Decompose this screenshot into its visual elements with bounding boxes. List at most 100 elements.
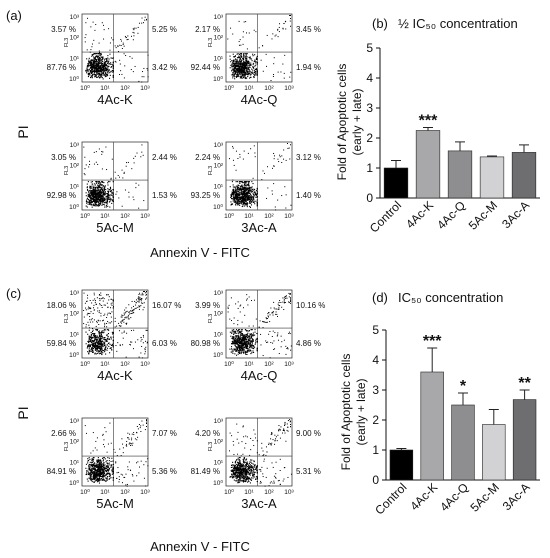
flow-xtick-label: 10² bbox=[264, 213, 274, 220]
dot bbox=[123, 321, 125, 323]
dot bbox=[107, 57, 109, 59]
dot bbox=[93, 334, 95, 336]
dot bbox=[256, 74, 258, 76]
dot bbox=[93, 477, 95, 480]
dot bbox=[93, 69, 95, 71]
dot bbox=[100, 468, 102, 470]
dot bbox=[112, 62, 114, 64]
flow-plot-frame bbox=[81, 417, 149, 487]
dot bbox=[101, 347, 103, 349]
dot bbox=[250, 336, 253, 338]
dot bbox=[102, 460, 104, 462]
dot bbox=[110, 198, 112, 200]
dot bbox=[235, 65, 237, 67]
dot bbox=[84, 425, 86, 427]
dot bbox=[139, 306, 141, 308]
dot bbox=[247, 199, 249, 201]
dot bbox=[104, 480, 106, 482]
dot bbox=[138, 207, 140, 209]
dot bbox=[239, 329, 241, 331]
dot bbox=[91, 339, 93, 341]
dot bbox=[90, 190, 92, 192]
dot bbox=[99, 349, 101, 351]
dot bbox=[269, 331, 271, 333]
dot bbox=[273, 183, 275, 185]
dot bbox=[243, 182, 245, 184]
flow-xtick-label: 10¹ bbox=[244, 361, 254, 368]
dot bbox=[122, 337, 124, 339]
dot bbox=[243, 74, 245, 76]
dot bbox=[87, 321, 89, 323]
dot bbox=[88, 466, 90, 468]
quadrant-lr-percent: 3.42 % bbox=[152, 63, 177, 72]
dot bbox=[251, 462, 253, 464]
dot bbox=[255, 196, 257, 198]
dot bbox=[97, 347, 99, 349]
dot bbox=[262, 320, 264, 322]
dot bbox=[127, 318, 129, 320]
flow-plot-frame bbox=[225, 417, 293, 487]
dot bbox=[106, 201, 109, 203]
flow-dots bbox=[228, 419, 292, 487]
dot bbox=[97, 163, 99, 165]
dot bbox=[89, 468, 91, 471]
dot bbox=[235, 201, 237, 204]
dot bbox=[271, 193, 273, 195]
dot bbox=[92, 67, 94, 69]
dot bbox=[260, 59, 262, 61]
dot bbox=[88, 351, 90, 353]
dot bbox=[103, 73, 105, 75]
dot bbox=[112, 195, 114, 197]
dot bbox=[256, 337, 258, 339]
dot bbox=[246, 341, 248, 343]
dot bbox=[89, 197, 91, 199]
dot bbox=[91, 334, 93, 336]
dot bbox=[233, 342, 235, 344]
dot bbox=[289, 333, 291, 335]
dot bbox=[118, 325, 120, 327]
dot bbox=[84, 168, 86, 170]
dot bbox=[109, 347, 111, 350]
dot bbox=[237, 65, 239, 67]
dot bbox=[242, 345, 244, 347]
dot bbox=[102, 190, 104, 192]
dot bbox=[244, 197, 246, 199]
dot bbox=[99, 199, 101, 201]
dot bbox=[255, 342, 257, 344]
dot bbox=[108, 472, 110, 474]
dot bbox=[254, 152, 256, 154]
dot bbox=[95, 161, 97, 163]
dot bbox=[246, 64, 248, 66]
dot bbox=[104, 427, 106, 429]
dot bbox=[101, 335, 103, 337]
dot bbox=[89, 464, 91, 466]
dot bbox=[244, 462, 246, 464]
dot bbox=[138, 22, 140, 24]
dot bbox=[252, 338, 254, 340]
dot bbox=[240, 60, 242, 63]
dot bbox=[96, 186, 98, 188]
dot bbox=[236, 75, 238, 78]
dot bbox=[85, 309, 87, 311]
dot bbox=[277, 29, 279, 31]
dot bbox=[231, 195, 233, 197]
dot bbox=[92, 59, 94, 61]
dot bbox=[276, 308, 278, 310]
dot bbox=[133, 32, 135, 34]
dot bbox=[277, 315, 279, 317]
dot bbox=[242, 344, 244, 347]
dot bbox=[93, 203, 95, 205]
dot bbox=[107, 467, 109, 469]
dot bbox=[288, 332, 290, 334]
dot bbox=[88, 201, 90, 203]
dot bbox=[97, 59, 99, 61]
dot bbox=[112, 64, 114, 66]
dot bbox=[92, 191, 94, 193]
dot bbox=[100, 344, 102, 346]
dot bbox=[239, 188, 241, 190]
dot bbox=[100, 67, 102, 69]
dot bbox=[240, 349, 242, 352]
dot bbox=[244, 181, 246, 183]
dot bbox=[232, 71, 234, 73]
dot bbox=[109, 72, 111, 74]
